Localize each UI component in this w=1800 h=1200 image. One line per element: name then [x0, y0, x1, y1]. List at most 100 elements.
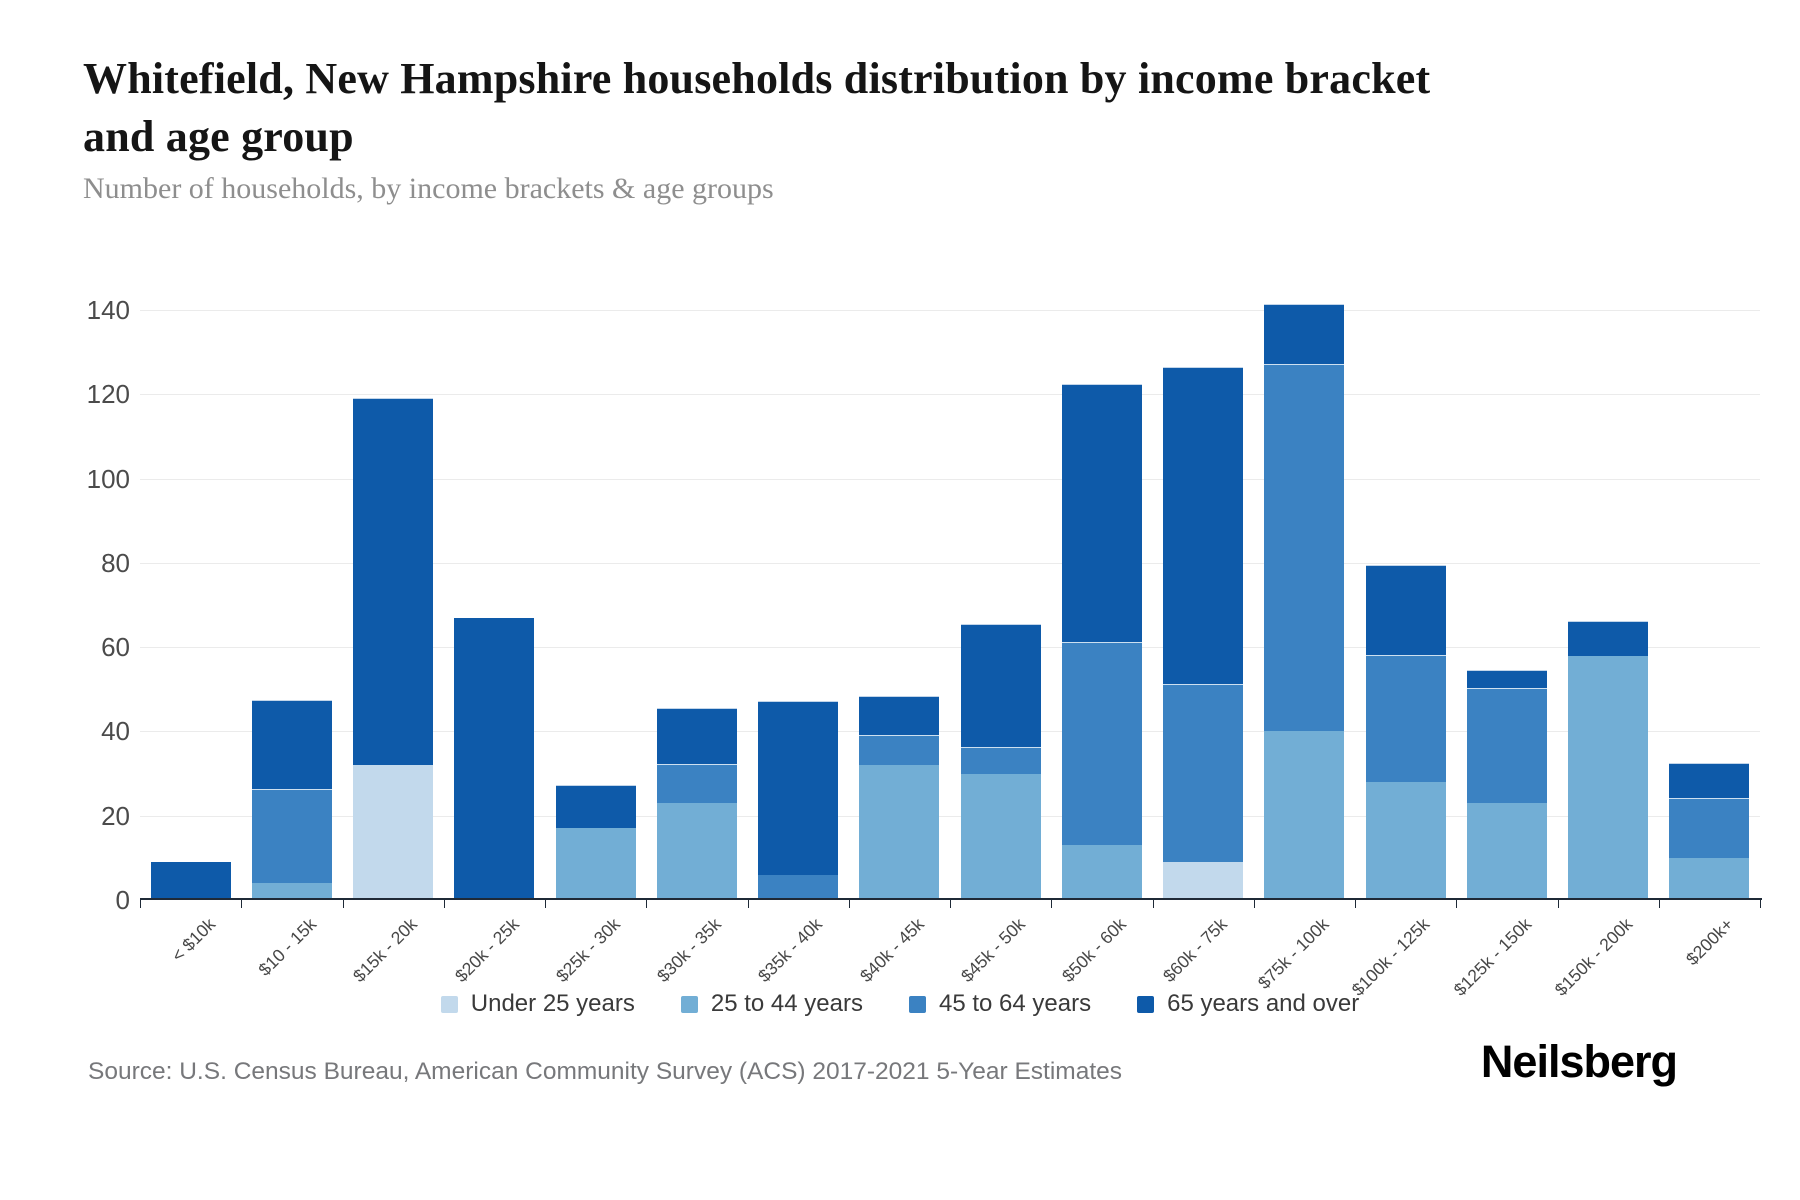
bar-segment: [1568, 655, 1649, 900]
chart-title: Whitefield, New Hampshire households dis…: [83, 54, 1431, 162]
bar-segment: [656, 764, 737, 804]
gridline-100: [140, 478, 1760, 480]
bar-segment: [758, 700, 839, 875]
legend-label: Under 25 years: [470, 990, 635, 1017]
bar-segment: [251, 789, 332, 884]
x-axis-tick: [1253, 900, 1255, 908]
legend-label: 65 years and over: [1167, 990, 1360, 1017]
bar-segment: [1061, 845, 1142, 900]
x-axis-tick: [1051, 900, 1053, 908]
gridline-20: [140, 815, 1760, 817]
x-axis-tick: [140, 900, 141, 908]
bar-segment: [656, 803, 737, 900]
y-axis-tick-label: 40: [101, 716, 130, 747]
legend-item: 45 to 64 years: [908, 990, 1092, 1018]
gridline-40: [140, 731, 1760, 733]
x-axis-tick: [241, 900, 243, 908]
legend-item: Under 25 years: [440, 990, 635, 1018]
gridline-60: [140, 647, 1760, 649]
bar-segment: [353, 397, 434, 766]
bar-segment: [960, 747, 1041, 774]
legend-swatch-icon: [440, 995, 458, 1013]
x-axis-label: $10 - 15k: [254, 914, 321, 980]
x-axis-label: $35k - 40k: [754, 914, 827, 986]
bar-$25k - 30k: [555, 785, 636, 900]
x-axis-tick: [1760, 900, 1761, 908]
legend-swatch-icon: [1137, 995, 1155, 1013]
bar-segment: [251, 699, 332, 790]
bar-segment: [1264, 363, 1345, 732]
bar-segment: [1568, 620, 1649, 656]
bar-segment: [454, 617, 535, 900]
bar-segment: [1466, 670, 1547, 689]
x-axis-tick: [1557, 900, 1559, 908]
x-axis-tick: [1456, 900, 1458, 908]
bar-segment: [251, 883, 332, 900]
legend-item: 65 years and over: [1137, 990, 1359, 1018]
bar-segment: [1061, 383, 1142, 642]
bar-segment: [1163, 862, 1244, 900]
y-axis-tick-label: 60: [101, 632, 130, 663]
bar-segment: [1264, 303, 1345, 364]
x-axis-label: $25k - 30k: [551, 914, 624, 986]
x-axis-tick: [1658, 900, 1660, 908]
bar-$30k - 35k: [656, 708, 737, 900]
bar-segment: [1466, 688, 1547, 804]
legend-swatch-icon: [680, 995, 698, 1013]
x-axis-tick: [747, 900, 749, 908]
x-axis-label: $50k - 60k: [1058, 914, 1131, 986]
bar-$200k+: [1669, 763, 1750, 900]
bar-segment: [859, 695, 940, 735]
bar-segment: [555, 785, 636, 829]
legend: Under 25 years 25 to 44 years 45 to 64 yea…: [0, 990, 1800, 1018]
chart-subtitle: Number of households, by income brackets…: [83, 172, 774, 205]
bar-$10 - 15k: [251, 699, 332, 900]
gridline-120: [140, 394, 1760, 396]
bar-$60k - 75k: [1163, 367, 1244, 900]
plot-area: [140, 270, 1760, 900]
bar-$100k - 125k: [1365, 565, 1446, 900]
bar-$125k - 150k: [1466, 670, 1547, 900]
bar-segment: [859, 734, 940, 766]
y-axis-tick-label: 100: [86, 463, 130, 494]
bar-$75k - 100k: [1264, 303, 1345, 900]
bar-segment: [1163, 684, 1244, 863]
bar-segment: [1466, 803, 1547, 900]
bar-segment: [1163, 367, 1244, 685]
x-axis-tick: [545, 900, 546, 908]
bar-segment: [1365, 654, 1446, 782]
bar-segment: [960, 624, 1041, 748]
bar-segment: [960, 773, 1041, 900]
bar-segment: [1669, 763, 1750, 798]
legend-item: 25 to 44 years: [680, 990, 863, 1018]
bar-segment: [758, 874, 839, 900]
legend-label: 45 to 64 years: [938, 990, 1092, 1017]
bar-$40k - 45k: [859, 695, 940, 900]
gridline-80: [140, 562, 1760, 564]
x-axis-label: $30k - 35k: [653, 914, 726, 986]
bar-segment: [150, 862, 231, 900]
legend-label: 25 to 44 years: [710, 990, 863, 1017]
x-axis-tick: [950, 900, 951, 908]
bar-segment: [656, 708, 737, 765]
x-axis-label: $45k - 50k: [956, 914, 1029, 986]
x-axis-label: $15k - 20k: [349, 914, 422, 986]
bar-segment: [555, 828, 636, 900]
gridline-140: [140, 310, 1760, 311]
bar-$45k - 50k: [960, 624, 1041, 900]
bar-$35k - 40k: [758, 700, 839, 900]
bar-segment: [1669, 797, 1750, 858]
x-axis-label: $150k - 200k: [1550, 914, 1637, 1000]
y-axis-tick-label: 120: [86, 379, 130, 410]
x-axis-label: $20k - 25k: [450, 914, 523, 986]
x-axis-label: < $10k: [167, 914, 219, 966]
x-axis-tick: [1152, 900, 1154, 908]
bar-$20k - 25k: [454, 617, 535, 900]
x-axis-tick: [342, 900, 344, 908]
brand-logo[interactable]: Neilsberg: [1480, 1036, 1678, 1087]
source-note: Source: U.S. Census Bureau, American Com…: [88, 1058, 1123, 1085]
bar-$50k - 60k: [1061, 383, 1142, 900]
bar-segment: [1365, 782, 1446, 900]
bar-$15k - 20k: [353, 397, 434, 900]
